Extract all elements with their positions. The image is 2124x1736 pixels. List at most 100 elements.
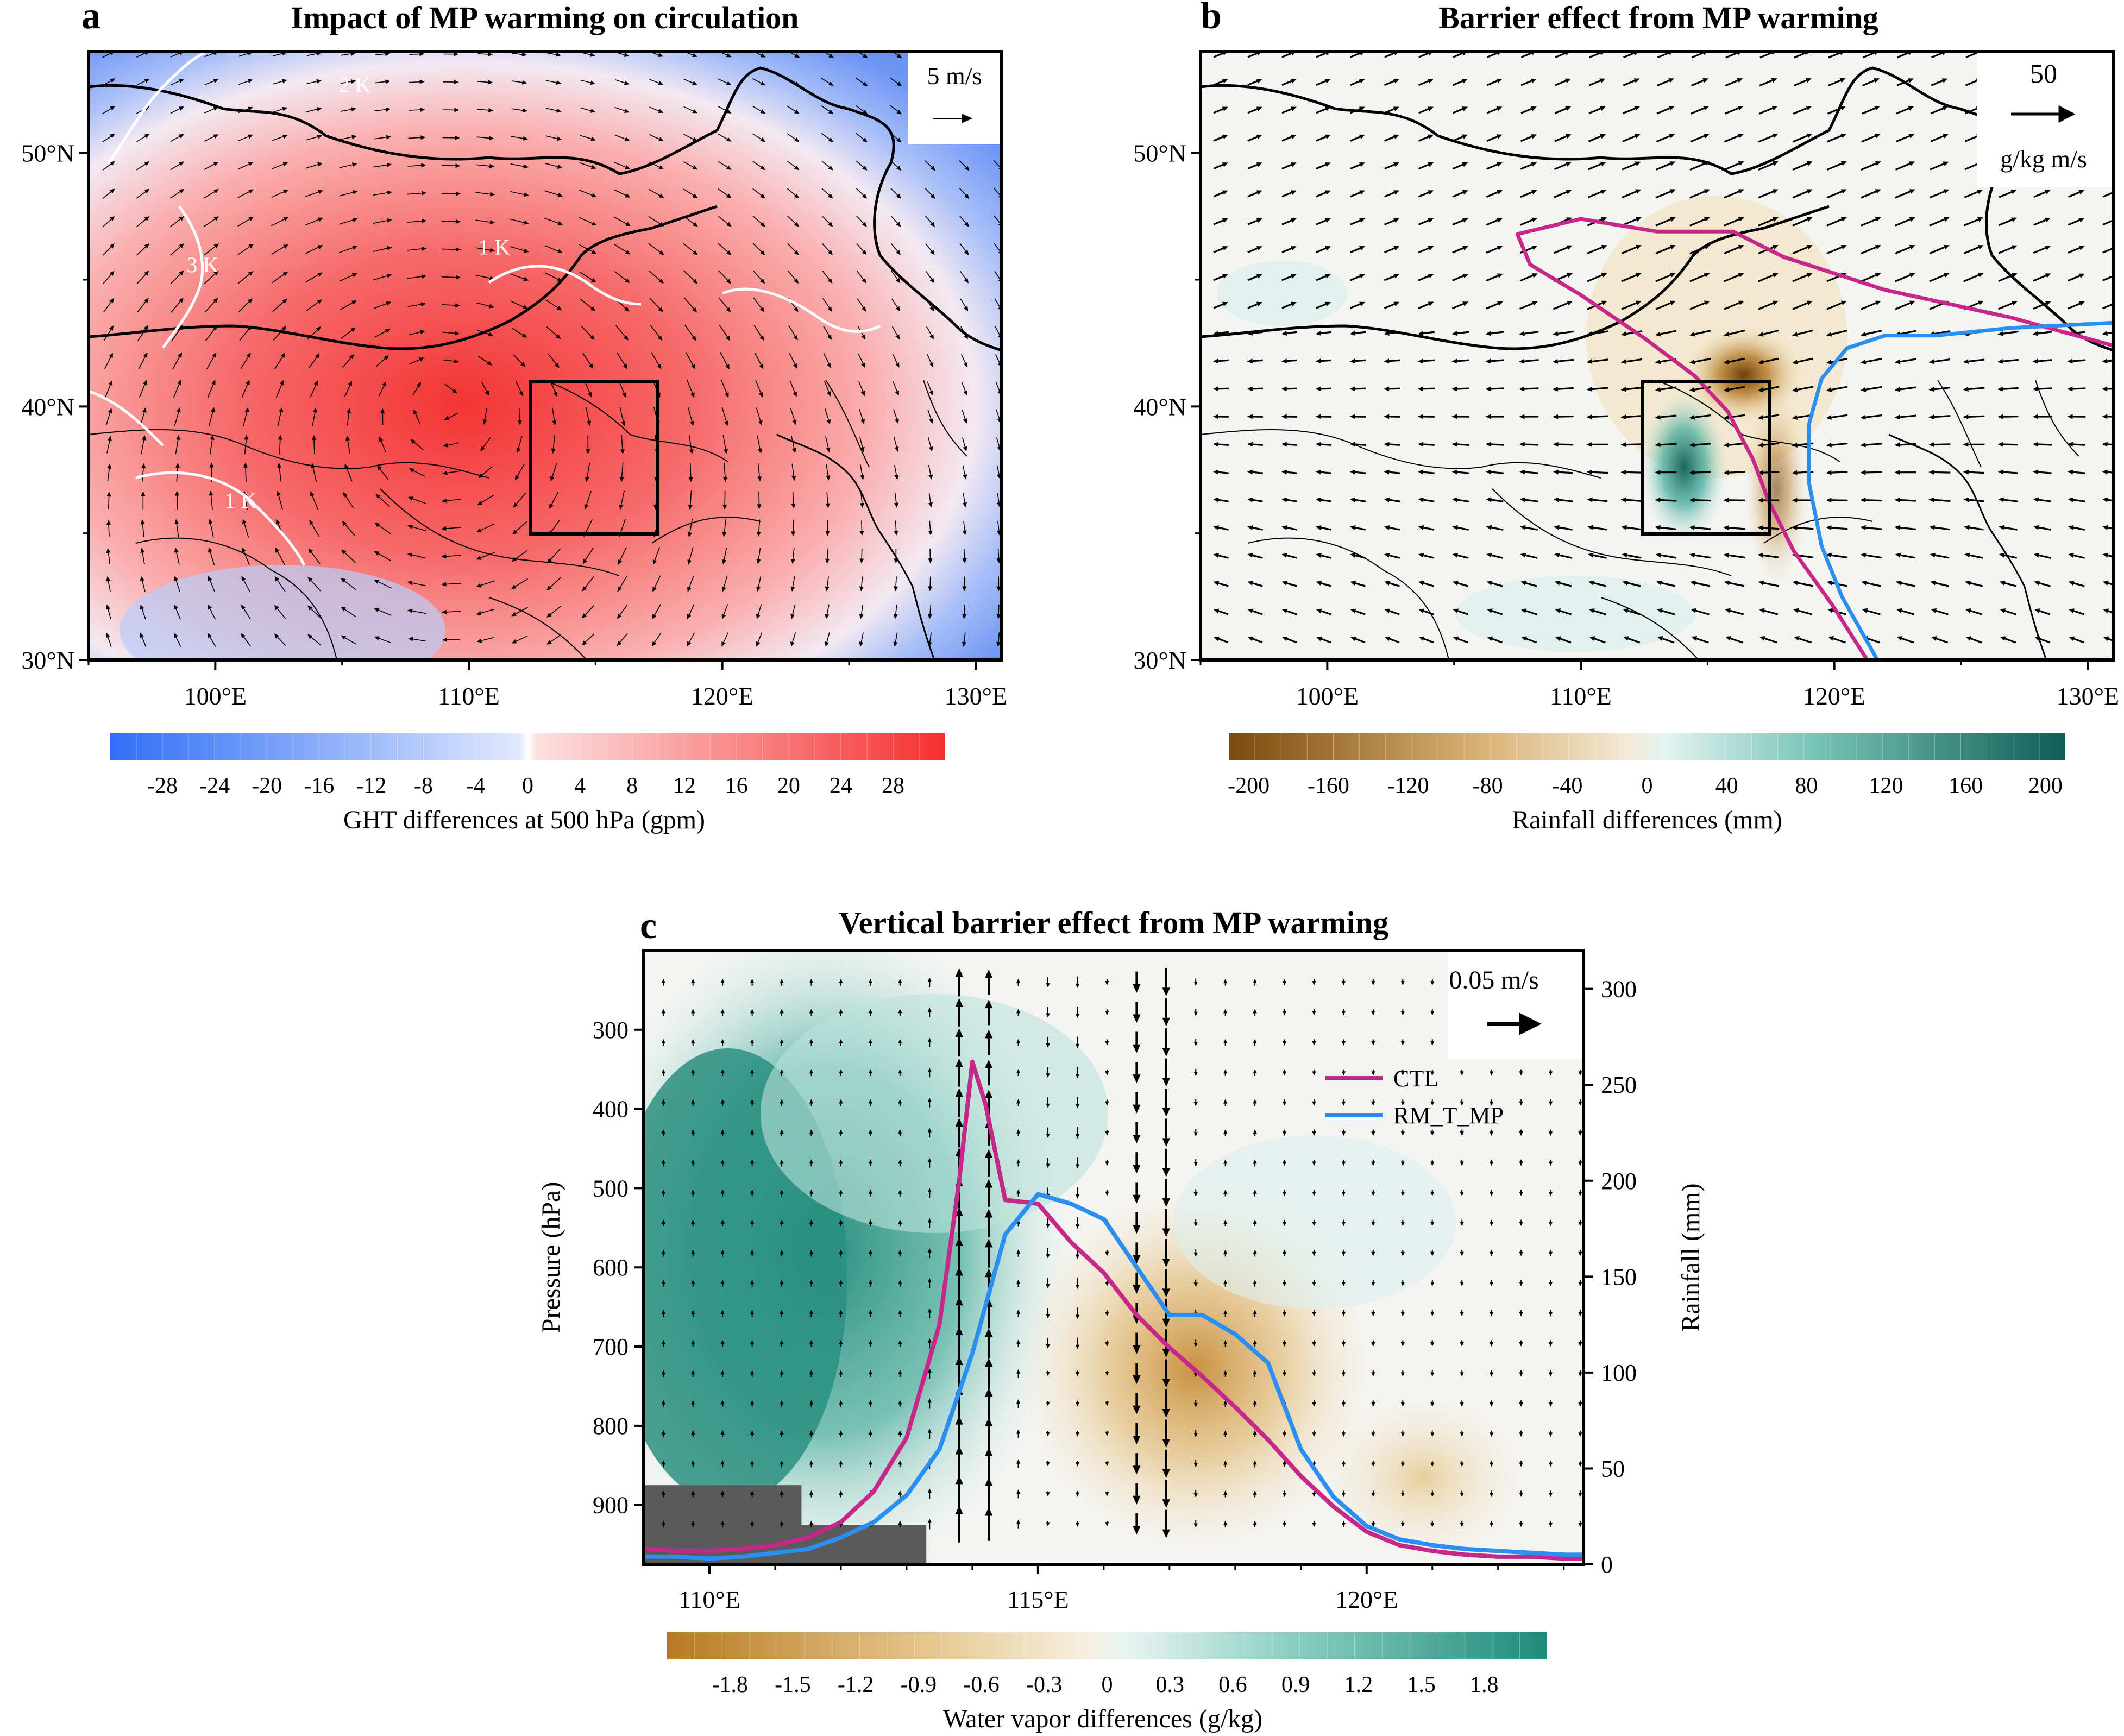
- wind-vector: [825, 576, 830, 592]
- colorbar-c-label: Water vapor differences (g/kg): [943, 1704, 1262, 1733]
- motion-vector: [1223, 1219, 1228, 1226]
- wind-vector: [928, 437, 933, 452]
- motion-vector: [1371, 1461, 1375, 1467]
- wind-vector: [175, 435, 180, 455]
- motion-vector: [984, 1328, 993, 1359]
- motion-vector: [984, 1357, 993, 1389]
- motion-vector: [1341, 1490, 1346, 1498]
- flux-vector: [1826, 552, 1848, 559]
- flux-vector: [1212, 414, 1229, 419]
- motion-vector: [1016, 1399, 1021, 1408]
- flux-vector: [1350, 246, 1366, 254]
- wind-vector: [824, 381, 831, 397]
- wind-vector: [271, 244, 288, 255]
- motion-vector: [661, 1400, 665, 1407]
- flux-vector: [1623, 78, 1640, 86]
- motion-vector: [839, 1189, 843, 1197]
- wind-vector: [892, 354, 900, 368]
- wind-vector: [476, 580, 495, 588]
- motion-vector: [780, 1159, 784, 1167]
- motion-vector: [1371, 1430, 1375, 1437]
- motion-vector: [1253, 978, 1257, 986]
- flux-vector: [1555, 608, 1572, 615]
- motion-vector: [1282, 1159, 1287, 1166]
- wind-vector: [407, 274, 427, 279]
- wind-vector: [444, 383, 457, 394]
- wind-vector: [891, 298, 900, 312]
- motion-vector: [750, 1520, 755, 1528]
- wind-vector: [241, 576, 250, 593]
- motion-vector: [1253, 1310, 1257, 1317]
- flux-vector: [1212, 358, 1229, 364]
- wind-vector: [511, 300, 529, 309]
- motion-vector: [1400, 1310, 1405, 1317]
- motion-vector: [898, 1339, 902, 1347]
- motion-vector: [1133, 1031, 1141, 1053]
- flux-vector: [2033, 246, 2051, 254]
- wind-vector: [619, 407, 626, 426]
- motion-vector: [1400, 1159, 1405, 1166]
- flux-vector: [1861, 189, 1881, 199]
- motion-vector: [1193, 1249, 1198, 1257]
- motion-vector: [898, 1460, 902, 1468]
- wind-vector: [925, 188, 935, 199]
- motion-vector: [1312, 1039, 1316, 1046]
- motion-vector: [809, 1099, 814, 1106]
- motion-vector: [1341, 1159, 1346, 1166]
- motion-vector: [898, 1219, 902, 1227]
- motion-vector: [927, 1398, 932, 1409]
- flux-vector: [1316, 581, 1331, 587]
- flux-vector: [1384, 218, 1400, 225]
- flux-vector: [1521, 636, 1537, 644]
- flux-vector: [1862, 78, 1880, 87]
- inner-borders-b: [1201, 380, 2079, 660]
- motion-vector: [1193, 1219, 1198, 1227]
- panel-b: b Barrier effect from MP warming 50: [1133, 0, 2119, 834]
- wind-vector: [170, 106, 184, 114]
- panel-c-section: [644, 951, 1583, 1564]
- motion-vector: [750, 1189, 755, 1197]
- flux-vector: [1384, 442, 1400, 447]
- wind-vector: [857, 298, 866, 312]
- motion-vector: [1282, 1069, 1287, 1076]
- motion-vector: [691, 1189, 695, 1197]
- wind-vector: [752, 270, 765, 284]
- motion-vector: [1282, 1490, 1287, 1498]
- flux-vector: [1452, 553, 1469, 559]
- motion-vector: [1430, 1370, 1435, 1377]
- motion-vector: [1548, 1520, 1553, 1527]
- motion-vector: [661, 1099, 665, 1106]
- motion-vector: [1400, 1490, 1405, 1498]
- flux-vector: [2033, 497, 2052, 502]
- motion-vector: [898, 1249, 902, 1257]
- flux-vector: [1965, 636, 1982, 644]
- motion-vector: [1016, 1189, 1021, 1197]
- panel-a-letter: a: [81, 0, 100, 37]
- motion-vector: [1312, 1009, 1316, 1016]
- wind-vector: [339, 273, 357, 282]
- motion-vector: [868, 1069, 872, 1076]
- colorbar-c-ticks: -1.8 -1.5 -1.2 -0.9 -0.6 -0.3 0 0.3 0.6 0.9 1.2 1.5…: [694, 1632, 1520, 1697]
- wind-vector: [925, 215, 935, 227]
- motion-vector: [661, 1520, 665, 1528]
- motion-vector: [1519, 1430, 1523, 1437]
- panel-c-frame: [642, 949, 1585, 1566]
- wind-vector: [821, 216, 833, 227]
- flux-vector: [1586, 358, 1608, 364]
- wind-vector: [136, 188, 150, 199]
- wind-vector: [208, 604, 216, 620]
- flux-vector: [1350, 190, 1365, 198]
- flux-vector: [1281, 414, 1297, 419]
- motion-vector: [661, 1249, 665, 1257]
- motion-vector: [1490, 1370, 1494, 1377]
- wind-vector: [106, 436, 112, 454]
- motion-vector: [868, 1339, 872, 1347]
- flux-vector: [1554, 134, 1572, 142]
- ylabel-right-c: Rainfall (mm): [1676, 1183, 1705, 1331]
- wind-vector: [103, 271, 115, 284]
- flux-vector: [1520, 581, 1538, 587]
- flux-vector: [2032, 331, 2052, 336]
- motion-vector: [661, 1370, 665, 1378]
- wind-vector: [787, 216, 799, 227]
- wind-vector: [271, 217, 289, 227]
